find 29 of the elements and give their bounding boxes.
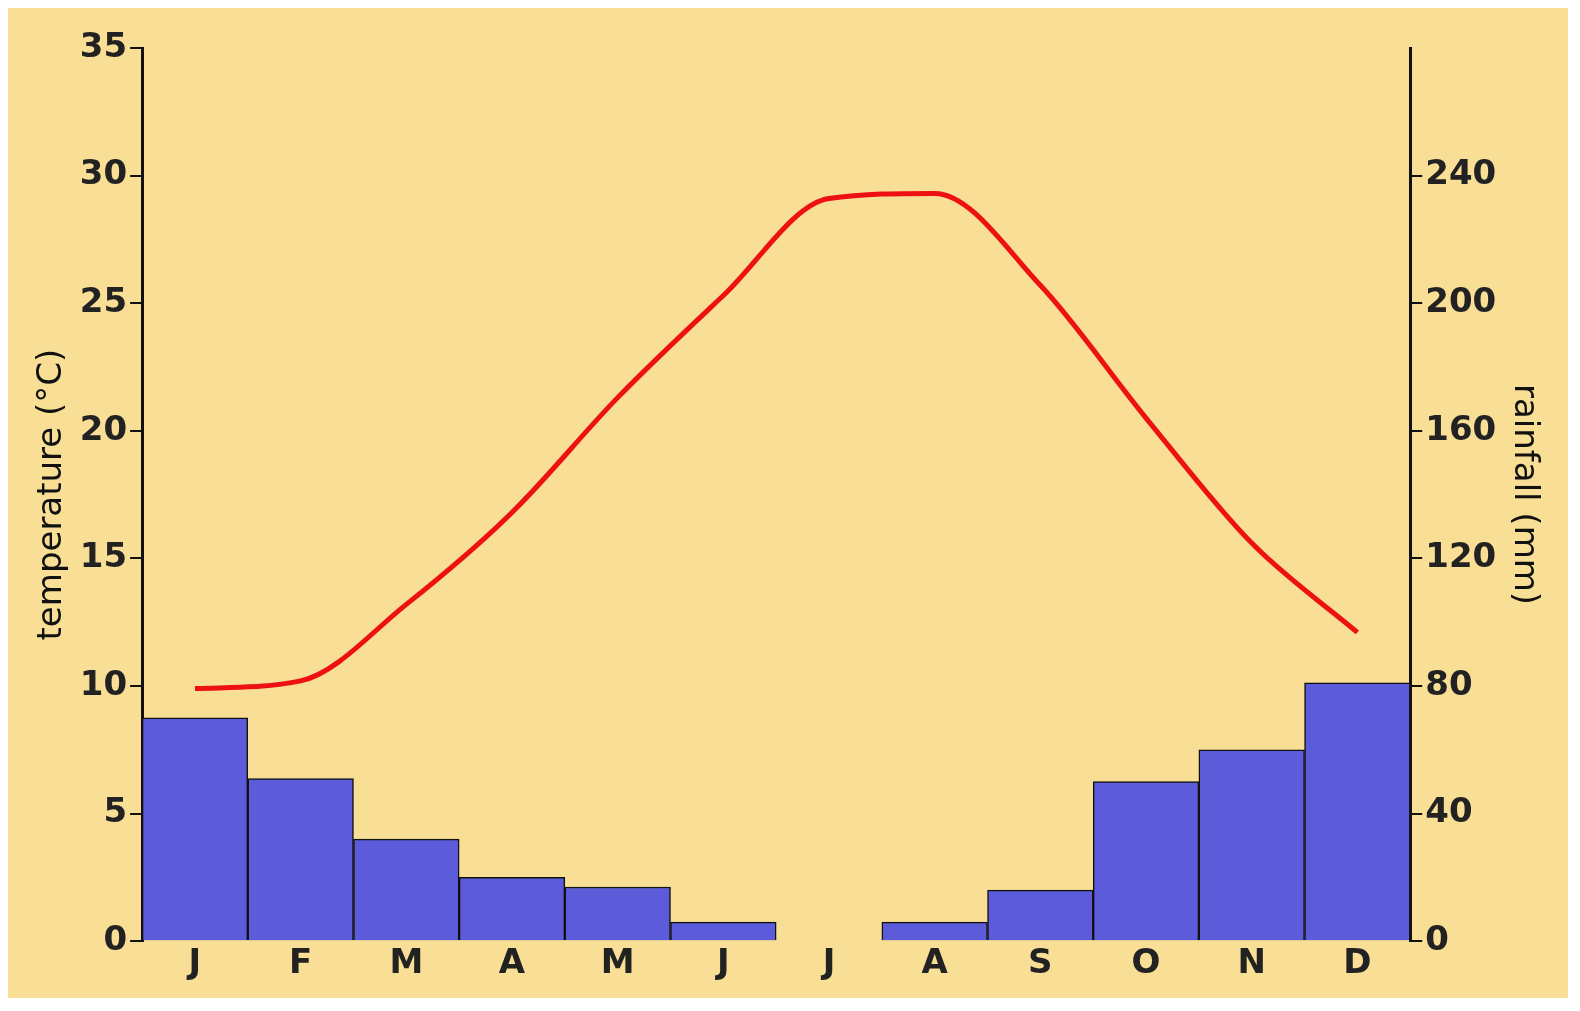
x-tick-label: N — [1237, 941, 1266, 982]
y2-tick-label: 40 — [1425, 790, 1473, 831]
x-tick-label: F — [289, 941, 313, 982]
y2-tick-label: 0 — [1425, 918, 1449, 959]
x-tick-label: J — [820, 941, 836, 982]
x-tick-label: J — [715, 941, 730, 982]
y2-tick-label: 120 — [1425, 535, 1497, 576]
y2-axis-title: rainfall (mm) — [1506, 384, 1547, 606]
x-tick-label: A — [498, 941, 526, 982]
y-tick-label: 35 — [79, 24, 128, 65]
x-tick-label: M — [600, 941, 635, 982]
y-tick-label: 0 — [103, 918, 128, 959]
x-tick-label: S — [1028, 941, 1053, 982]
y-tick-label: 5 — [103, 790, 128, 831]
y-tick-label: 10 — [79, 662, 128, 703]
x-tick-label: A — [921, 941, 949, 982]
x-tick-label: M — [389, 941, 424, 982]
y-tick-label: 25 — [79, 280, 128, 321]
y2-tick-label: 240 — [1425, 152, 1497, 193]
x-tick-label: D — [1343, 941, 1372, 982]
x-tick-label: J — [186, 941, 202, 982]
y2-tick-label: 160 — [1425, 407, 1497, 448]
y-tick-label: 30 — [79, 152, 128, 193]
y-tick-label: 15 — [79, 535, 128, 576]
y-tick-label: 20 — [79, 407, 128, 448]
y-axis-title: temperature (°C) — [29, 348, 70, 641]
y2-tick-label: 80 — [1425, 662, 1473, 703]
y2-tick-label: 200 — [1425, 280, 1497, 321]
x-tick-label: O — [1131, 941, 1161, 982]
